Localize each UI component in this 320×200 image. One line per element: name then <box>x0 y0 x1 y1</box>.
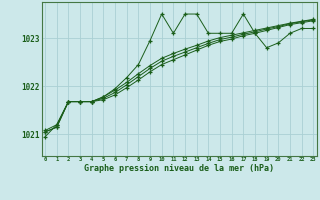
X-axis label: Graphe pression niveau de la mer (hPa): Graphe pression niveau de la mer (hPa) <box>84 164 274 173</box>
